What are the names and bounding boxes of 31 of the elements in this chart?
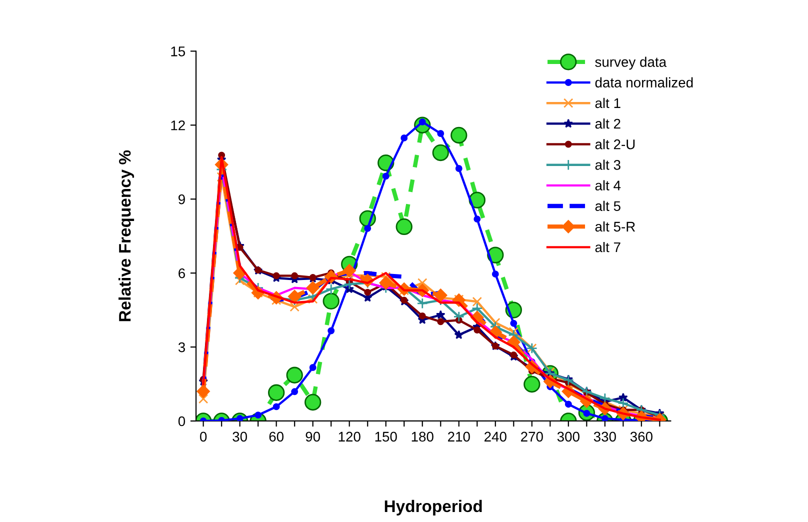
legend-label: alt 7	[595, 242, 620, 252]
y-tick-label: 12	[171, 120, 185, 130]
x-tick-label: 270	[521, 432, 543, 442]
x-tick-label: 180	[412, 432, 434, 442]
legend-label: alt 3	[595, 160, 620, 170]
y-axis-title: Relative Frequency %	[118, 150, 134, 322]
x-tick-label: 150	[375, 432, 397, 442]
x-tick-label: 60	[269, 432, 284, 442]
legend-label: alt 1	[595, 98, 620, 108]
legend-label: alt 2-U	[595, 139, 635, 150]
x-tick-label: 0	[200, 432, 207, 442]
x-tick-label: 240	[484, 432, 506, 442]
legend-label: data normalized	[595, 77, 693, 88]
x-tick-label: 120	[338, 432, 360, 442]
x-tick-label: 300	[557, 432, 580, 442]
legend-label: alt 4	[595, 180, 621, 190]
y-tick-label: 15	[171, 46, 186, 56]
x-tick-label: 360	[630, 432, 652, 442]
y-tick-label: 9	[178, 194, 185, 204]
legend-label: alt 5-R	[595, 221, 636, 232]
x-tick-label: 30	[232, 432, 248, 442]
legend-label: alt 5	[595, 200, 620, 212]
x-tick-label: 330	[594, 432, 616, 442]
x-tick-label: 210	[448, 432, 470, 442]
legend-label: alt 2	[595, 118, 620, 129]
legend-label: survey data	[595, 56, 667, 70]
y-tick-label: 3	[178, 342, 185, 352]
x-axis-title: Hydroperiod	[384, 500, 482, 516]
y-tick-label: 0	[178, 416, 186, 426]
x-tick-label: 90	[306, 432, 320, 442]
y-tick-label: 6	[178, 268, 185, 278]
